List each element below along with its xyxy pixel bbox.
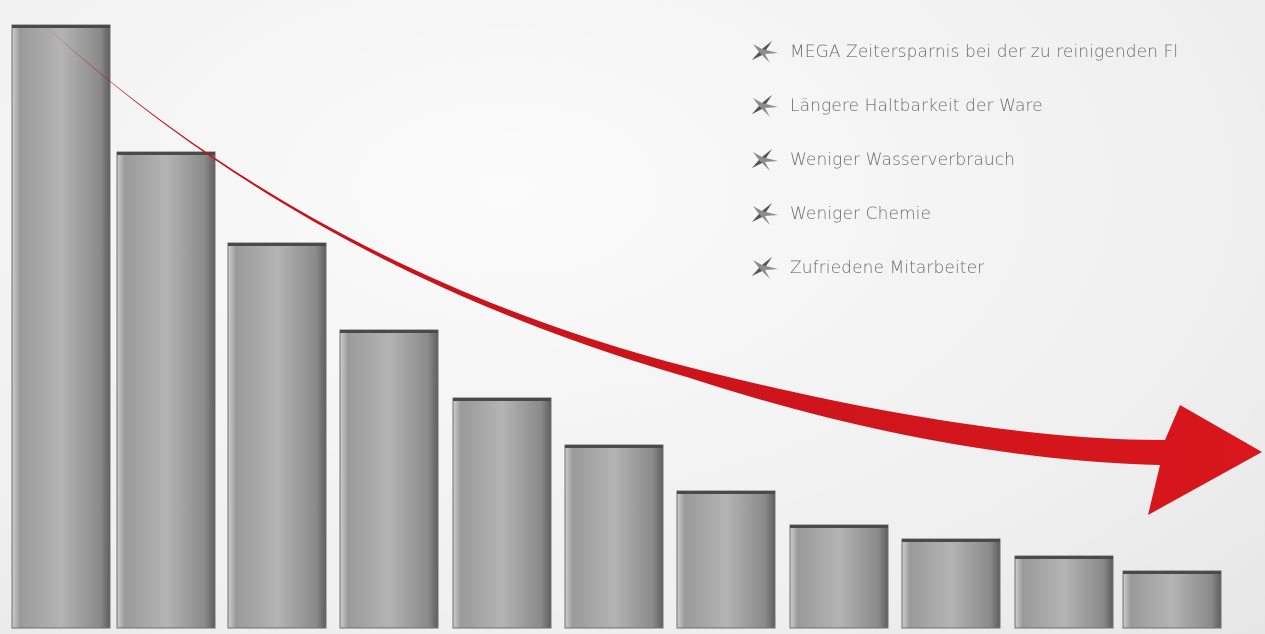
feature-item: Zufriedene Mitarbeiter [752, 253, 1265, 307]
bar-top [565, 445, 663, 448]
bar-shape [11, 24, 111, 629]
feature-text: Weniger Chemie [790, 204, 932, 224]
feature-item: Weniger Chemie [752, 199, 1265, 253]
feature-list: MEGA Zeitersparnis bei der zu reinigende… [752, 37, 1265, 307]
feature-text: MEGA Zeitersparnis bei der zu reinigende… [790, 42, 1179, 62]
star-icon [752, 257, 778, 279]
bar-shape [789, 524, 889, 629]
bar-top [902, 539, 1000, 542]
bar-top [340, 330, 438, 333]
bar-top [12, 25, 110, 28]
star-icon [752, 203, 778, 225]
bar-shape [676, 490, 776, 629]
star-icon [752, 41, 778, 63]
bar-shape [564, 444, 664, 629]
bar-top [1123, 571, 1221, 574]
bar-shape [901, 538, 1001, 629]
bar-top [453, 398, 551, 401]
bar-top [117, 152, 215, 155]
bars [11, 24, 1222, 629]
feature-text: Zufriedene Mitarbeiter [790, 258, 985, 278]
feature-item: Längere Haltbarkeit der Ware [752, 91, 1265, 145]
star-icon [752, 95, 778, 117]
feature-item: MEGA Zeitersparnis bei der zu reinigende… [752, 37, 1265, 91]
feature-text: Weniger Wasserverbrauch [790, 150, 1016, 170]
feature-item: Weniger Wasserverbrauch [752, 145, 1265, 199]
bar-shape [116, 151, 216, 629]
bar-shape [452, 397, 552, 629]
bar-top [1015, 556, 1113, 559]
bar-top [677, 491, 775, 494]
star-icon [752, 149, 778, 171]
bar-shape [227, 242, 327, 629]
bar-top [228, 243, 326, 246]
bar-top [790, 525, 888, 528]
bar-shape [1122, 570, 1222, 629]
bar-shape [1014, 555, 1114, 629]
bar-shape [339, 329, 439, 629]
feature-text: Längere Haltbarkeit der Ware [790, 96, 1043, 116]
